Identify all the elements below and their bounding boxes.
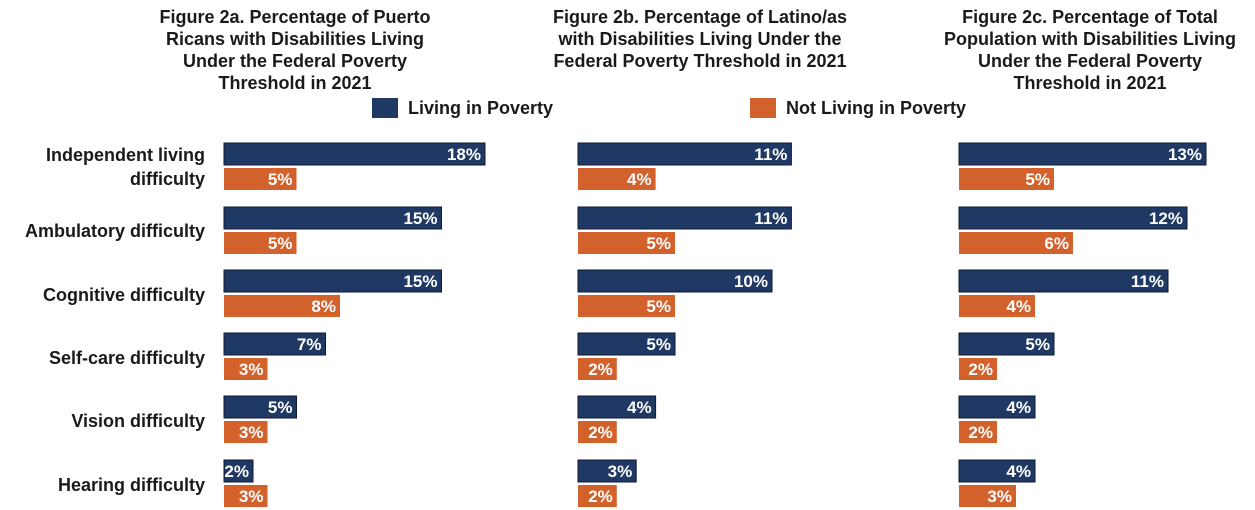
- bar-c-poverty-1: [958, 206, 1188, 230]
- data-label-b-poverty-1: 11%: [754, 209, 787, 228]
- bar-a-not-poverty-2: [224, 295, 340, 317]
- bar-a-poverty-3: [223, 332, 326, 356]
- bar-c-poverty-3: [958, 332, 1055, 356]
- data-label-b-poverty-5: 3%: [608, 462, 633, 481]
- legend-swatch-not-poverty: [750, 98, 776, 118]
- chart-title-2b: Figure 2b. Percentage of Latino/as with …: [552, 7, 848, 71]
- bar-c-not-poverty-4: [959, 421, 997, 443]
- data-label-b-not-poverty-1: 5%: [646, 234, 671, 253]
- data-label-b-not-poverty-3: 2%: [588, 360, 613, 379]
- data-label-c-not-poverty-0: 5%: [1025, 170, 1050, 189]
- bar-b-poverty-5: [577, 459, 637, 483]
- legend-item-poverty: Living in Poverty: [372, 95, 553, 121]
- data-label-a-poverty-3: 7%: [297, 335, 322, 354]
- data-label-c-not-poverty-3: 2%: [968, 360, 993, 379]
- legend-label-not-poverty: Not Living in Poverty: [786, 97, 967, 118]
- legend-label-poverty: Living in Poverty: [408, 97, 554, 118]
- bar-c-poverty-4: [958, 395, 1036, 419]
- category-label-cognitive: Cognitive difficulty: [43, 285, 205, 305]
- bar-a-poverty-2: [223, 269, 442, 293]
- data-label-c-not-poverty-4: 2%: [968, 423, 993, 442]
- data-label-a-not-poverty-3: 3%: [239, 360, 264, 379]
- data-label-a-poverty-2: 15%: [403, 272, 437, 291]
- data-label-b-not-poverty-5: 2%: [588, 487, 613, 506]
- legend-item-not-poverty: Not Living in Poverty: [750, 95, 966, 121]
- data-label-a-poverty-1: 15%: [403, 209, 437, 228]
- bar-a-not-poverty-0: [224, 168, 297, 190]
- bar-a-not-poverty-4: [224, 421, 268, 443]
- data-label-b-not-poverty-4: 2%: [588, 423, 613, 442]
- bar-c-poverty-5: [958, 459, 1036, 483]
- category-label-vision: Vision difficulty: [71, 411, 205, 431]
- bar-c-not-poverty-2: [959, 295, 1035, 317]
- data-label-b-not-poverty-0: 4%: [627, 170, 652, 189]
- data-label-b-poverty-4: 4%: [627, 398, 652, 417]
- data-label-c-not-poverty-1: 6%: [1044, 234, 1069, 253]
- category-label-independent-living: Independent living difficulty: [45, 145, 205, 189]
- data-label-c-poverty-2: 11%: [1131, 272, 1164, 291]
- bar-a-not-poverty-5: [224, 485, 268, 507]
- category-label-hearing: Hearing difficulty: [57, 475, 205, 495]
- data-label-a-not-poverty-4: 3%: [239, 423, 264, 442]
- bar-b-not-poverty-3: [578, 358, 617, 380]
- bar-b-not-poverty-1: [578, 232, 675, 254]
- data-label-a-not-poverty-1: 5%: [268, 234, 293, 253]
- bar-b-poverty-1: [577, 206, 792, 230]
- bar-a-not-poverty-1: [224, 232, 297, 254]
- data-label-b-poverty-2: 10%: [734, 272, 768, 291]
- bar-b-not-poverty-4: [578, 421, 617, 443]
- bar-b-not-poverty-2: [578, 295, 675, 317]
- bar-c-not-poverty-1: [959, 232, 1073, 254]
- bar-b-not-poverty-5: [578, 485, 617, 507]
- bar-c-not-poverty-5: [959, 485, 1016, 507]
- data-label-a-poverty-5: 2%: [224, 462, 249, 481]
- bar-a-poverty-5: [223, 459, 254, 483]
- data-label-b-not-poverty-2: 5%: [646, 297, 671, 316]
- bar-b-poverty-3: [577, 332, 676, 356]
- bar-c-poverty-0: [958, 142, 1207, 166]
- data-label-c-poverty-3: 5%: [1025, 335, 1050, 354]
- bar-b-poverty-2: [577, 269, 773, 293]
- bar-a-poverty-1: [223, 206, 442, 230]
- data-label-a-not-poverty-0: 5%: [268, 170, 293, 189]
- data-label-c-not-poverty-5: 3%: [987, 487, 1012, 506]
- bar-b-poverty-4: [577, 395, 657, 419]
- bar-a-poverty-0: [223, 142, 486, 166]
- bar-c-not-poverty-0: [959, 168, 1054, 190]
- data-label-c-poverty-1: 12%: [1149, 209, 1183, 228]
- bar-c-poverty-2: [958, 269, 1169, 293]
- category-label-self-care: Self-care difficulty: [48, 348, 205, 368]
- bar-a-poverty-4: [223, 395, 297, 419]
- bar-a-not-poverty-3: [224, 358, 268, 380]
- data-label-c-poverty-5: 4%: [1006, 462, 1031, 481]
- data-label-b-poverty-0: 11%: [754, 145, 787, 164]
- data-label-c-not-poverty-2: 4%: [1006, 297, 1031, 316]
- chart-title-2c: Figure 2c. Percentage of Total Populatio…: [943, 7, 1237, 93]
- bar-b-poverty-0: [577, 142, 792, 166]
- data-label-a-poverty-4: 5%: [268, 398, 293, 417]
- data-label-c-poverty-4: 4%: [1006, 398, 1031, 417]
- data-label-a-poverty-0: 18%: [447, 145, 481, 164]
- category-label-ambulatory: Ambulatory difficulty: [24, 221, 205, 241]
- chart-title-2a: Figure 2a. Percentage of Puerto Ricans w…: [159, 7, 431, 93]
- legend-swatch-poverty: [372, 98, 398, 118]
- bar-b-not-poverty-0: [578, 168, 656, 190]
- bar-c-not-poverty-3: [959, 358, 997, 380]
- data-label-a-not-poverty-2: 8%: [311, 297, 336, 316]
- data-label-a-not-poverty-5: 3%: [239, 487, 264, 506]
- data-label-c-poverty-0: 13%: [1168, 145, 1202, 164]
- data-label-b-poverty-3: 5%: [646, 335, 671, 354]
